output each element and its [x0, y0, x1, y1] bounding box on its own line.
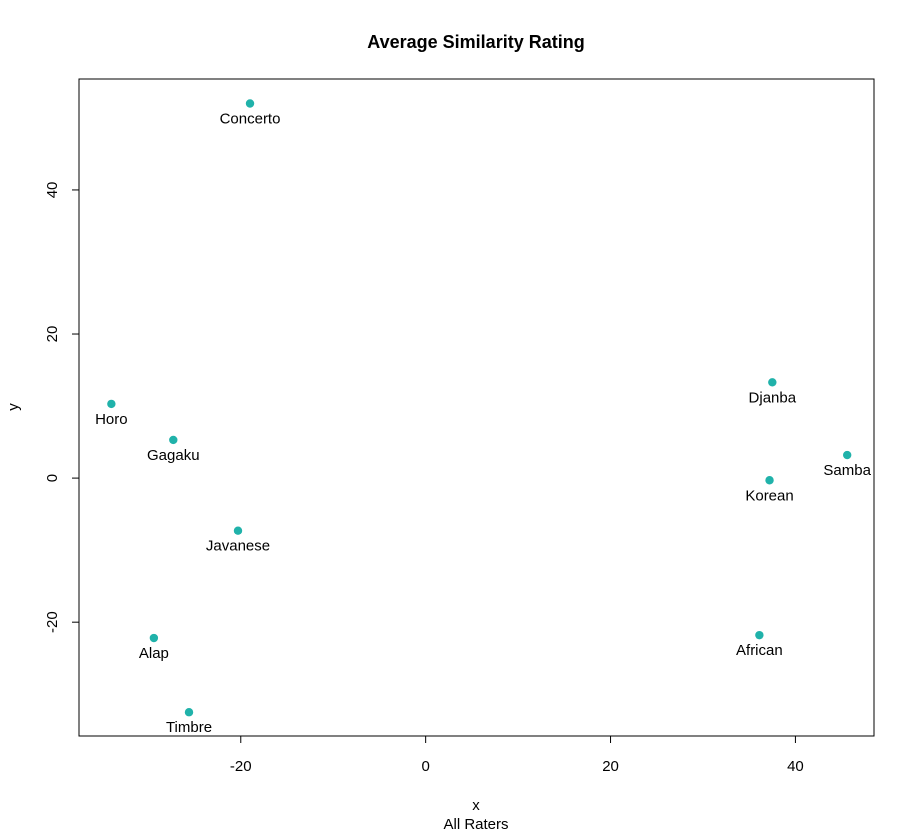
x-axis: -20 0 20 40 — [230, 736, 804, 775]
data-point — [233, 526, 243, 535]
y-axis: -20 0 20 40 — [44, 182, 79, 633]
y-tick-label: 20 — [44, 326, 61, 343]
data-point-label: Javanese — [206, 538, 270, 555]
data-point-label: Djanba — [749, 389, 797, 406]
data-point — [768, 378, 777, 387]
chart-title: Average Similarity Rating — [367, 32, 584, 52]
y-tick-label: 0 — [44, 474, 61, 482]
data-point-label: Alap — [139, 645, 169, 662]
x-axis-label: x — [472, 797, 480, 814]
data-point-label: Concerto — [220, 110, 281, 127]
data-point-label: Samba — [823, 462, 871, 479]
data-point-label: Gagaku — [147, 447, 200, 464]
x-tick-label: -20 — [230, 758, 252, 775]
data-point — [184, 708, 194, 717]
y-tick-label: 40 — [44, 182, 61, 199]
y-tick-label: -20 — [44, 611, 61, 633]
data-point — [245, 99, 255, 108]
data-point — [107, 399, 116, 409]
plot-frame — [78, 78, 875, 737]
data-points: Concerto Horo Gagaku Javanese Alap Timbre Djan… — [95, 99, 872, 736]
data-point — [169, 435, 178, 445]
data-point — [765, 476, 774, 485]
data-point-label: Korean — [745, 487, 793, 504]
x-axis-sublabel: All Raters — [443, 816, 508, 833]
data-point — [755, 630, 764, 640]
x-tick-label: 40 — [787, 758, 804, 775]
data-point-label: Timbre — [166, 719, 212, 736]
data-point — [842, 450, 852, 460]
data-point-label: Horo — [95, 411, 128, 428]
data-point-label: African — [736, 642, 783, 659]
data-point — [149, 633, 159, 643]
y-axis-label: y — [5, 403, 22, 411]
x-tick-label: 20 — [602, 758, 619, 775]
x-tick-label: 0 — [421, 758, 429, 775]
